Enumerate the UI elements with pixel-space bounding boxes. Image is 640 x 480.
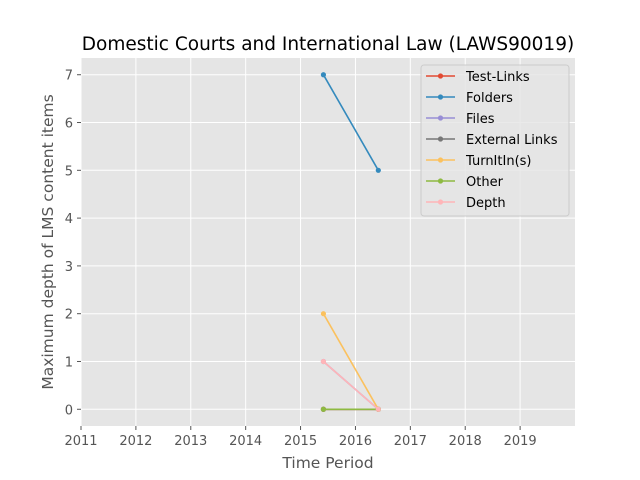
x-tick-label: 2011: [64, 434, 97, 449]
data-point-other: [320, 406, 327, 412]
series-line-depth: [322, 360, 379, 410]
legend-marker: [437, 157, 444, 163]
legend-box: [420, 64, 570, 217]
x-tick-label: 2016: [339, 434, 372, 449]
y-tick-label: 5: [65, 164, 73, 179]
legend: Test-Links Folders Files External Links Turn…: [420, 64, 570, 217]
legend-label: TurnItIn(s): [465, 154, 531, 169]
series-folders: [320, 72, 381, 173]
y-tick-label: 1: [65, 355, 73, 370]
legend-marker: [437, 136, 444, 142]
data-point-folders: [375, 167, 381, 173]
legend-label: Other: [466, 175, 504, 190]
legend-label: Test-Links: [465, 70, 530, 85]
x-tick-label: 2019: [504, 434, 537, 449]
legend-marker: [437, 115, 444, 121]
data-point-folders: [320, 72, 327, 78]
y-tick-label: 0: [65, 403, 73, 418]
data-point-turnitin-s: [320, 311, 327, 317]
x-tick-label: 2017: [394, 434, 427, 449]
legend-label: Files: [466, 112, 495, 127]
y-tick-label: 2: [65, 308, 73, 323]
y-tick-label: 6: [65, 117, 73, 132]
y-tick-label: 3: [65, 260, 73, 275]
y-tick-label: 4: [65, 212, 73, 227]
data-point-depth: [320, 358, 327, 365]
x-axis: 2011 2012 2013 2014 2015 2016 2017 2018 2019: [64, 426, 537, 449]
y-axis-label: Maximum depth of LMS content items: [39, 94, 57, 389]
x-tick-label: 2012: [119, 434, 152, 449]
y-tick-label: 7: [65, 69, 73, 84]
y-axis: 0 1 2 3 4 5 6 7: [65, 69, 81, 418]
legend-marker: [437, 199, 444, 205]
chart-title: Domestic Courts and International Law (L…: [82, 34, 574, 55]
series-group: [320, 72, 381, 412]
x-tick-label: 2013: [174, 434, 207, 449]
x-axis-label: Time Period: [281, 454, 373, 472]
x-tick-label: 2015: [284, 434, 317, 449]
data-point-depth: [375, 406, 381, 412]
legend-marker: [437, 73, 444, 79]
series-depth: [320, 358, 381, 412]
x-tick-label: 2018: [449, 434, 482, 449]
series-line-folders: [322, 74, 379, 171]
legend-label: External Links: [466, 133, 558, 148]
legend-label: Folders: [466, 91, 513, 106]
legend-marker: [437, 94, 444, 100]
legend-label: Depth: [466, 196, 506, 211]
series-line-turnitin-s: [322, 313, 379, 410]
legend-marker: [437, 178, 444, 184]
x-tick-label: 2014: [229, 434, 262, 449]
